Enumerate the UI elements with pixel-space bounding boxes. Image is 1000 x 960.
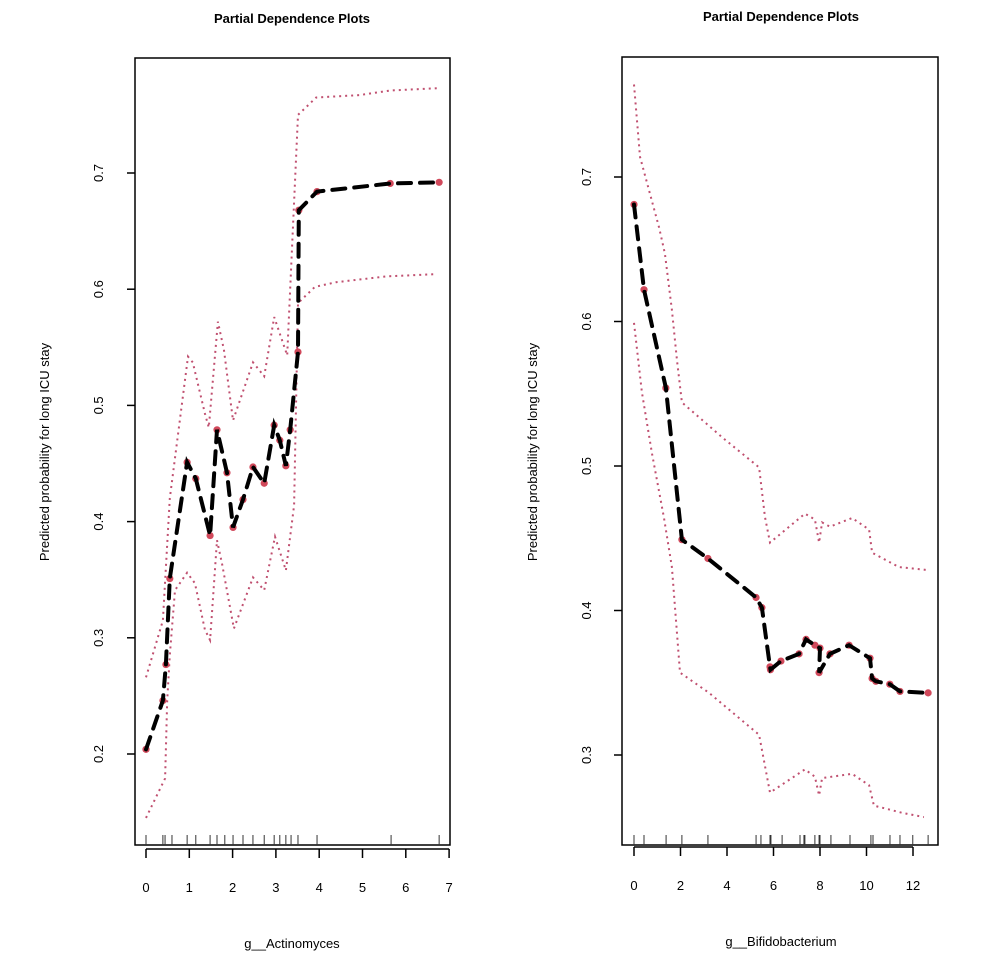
y-tick-label: 0.7 bbox=[91, 164, 106, 182]
pd-point bbox=[924, 689, 932, 697]
x-tick-label: 5 bbox=[359, 880, 366, 895]
x-tick-label: 0 bbox=[630, 878, 637, 893]
x-tick-label: 3 bbox=[272, 880, 279, 895]
x-tick-label: 7 bbox=[445, 880, 452, 895]
y-tick-label: 0.4 bbox=[91, 513, 106, 531]
y-tick-label: 0.3 bbox=[579, 746, 594, 764]
y-tick-label: 0.2 bbox=[91, 745, 106, 763]
x-tick-label: 2 bbox=[677, 878, 684, 893]
x-tick-label: 2 bbox=[229, 880, 236, 895]
x-tick-label: 10 bbox=[859, 878, 873, 893]
panel-actinomyces: Partial Dependence Plots g__Actinomyces … bbox=[37, 11, 453, 951]
x-axis-label: g__Bifidobacterium bbox=[725, 934, 836, 949]
x-tick-label: 4 bbox=[723, 878, 730, 893]
ci-lower-line bbox=[145, 273, 438, 819]
chart-title: Partial Dependence Plots bbox=[703, 9, 859, 24]
y-tick-label: 0.6 bbox=[579, 312, 594, 330]
pd-point bbox=[435, 178, 443, 186]
y-tick-label: 0.6 bbox=[91, 280, 106, 298]
ci-lower-line bbox=[633, 322, 925, 819]
y-tick-label: 0.4 bbox=[579, 601, 594, 619]
y-tick-label: 0.7 bbox=[579, 168, 594, 186]
plot-frame bbox=[134, 57, 451, 846]
x-tick-label: 6 bbox=[402, 880, 409, 895]
pd-line bbox=[144, 180, 442, 752]
ci-upper-line bbox=[145, 87, 438, 678]
y-tick-label: 0.5 bbox=[579, 457, 594, 475]
x-tick-label: 1 bbox=[186, 880, 193, 895]
pd-line bbox=[632, 202, 931, 695]
x-axis-label: g__Actinomyces bbox=[244, 936, 340, 951]
y-axis-label: Predicted probability for long ICU stay bbox=[37, 342, 52, 561]
x-tick-label: 12 bbox=[906, 878, 920, 893]
chart-title: Partial Dependence Plots bbox=[214, 11, 370, 26]
panel-bifidobacterium: Partial Dependence Plots g__Bifidobacter… bbox=[525, 9, 939, 949]
x-tick-label: 0 bbox=[142, 880, 149, 895]
x-tick-label: 4 bbox=[316, 880, 323, 895]
y-axis-label: Predicted probability for long ICU stay bbox=[525, 342, 540, 561]
ci-upper-line bbox=[633, 84, 928, 571]
y-tick-label: 0.5 bbox=[91, 396, 106, 414]
y-tick-label: 0.3 bbox=[91, 629, 106, 647]
x-tick-label: 6 bbox=[770, 878, 777, 893]
plot-frame bbox=[621, 56, 939, 846]
x-tick-label: 8 bbox=[816, 878, 823, 893]
